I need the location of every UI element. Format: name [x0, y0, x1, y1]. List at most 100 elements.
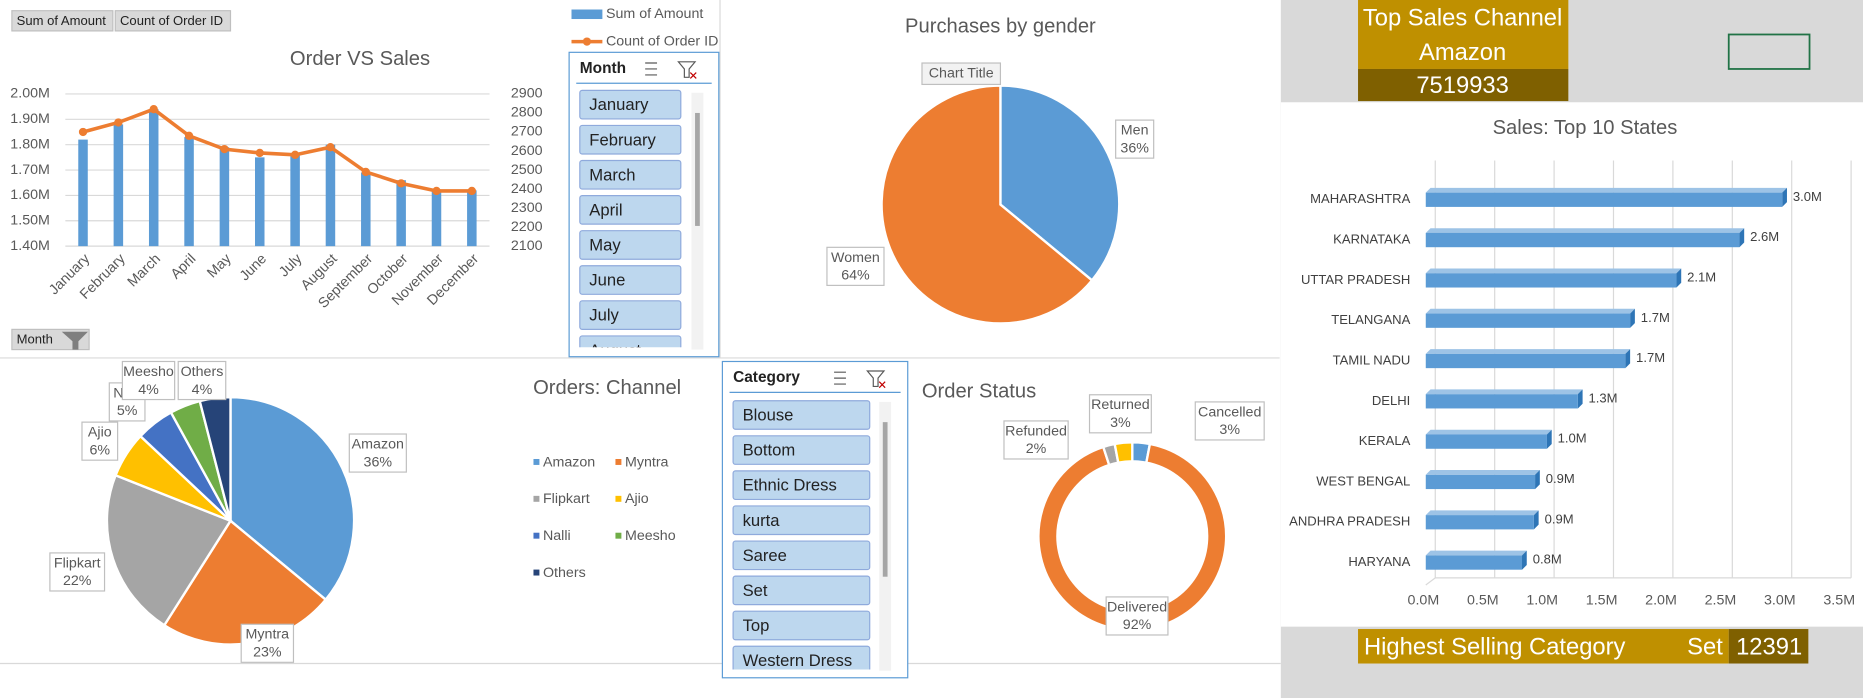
slicer-item[interactable]	[732, 505, 871, 536]
clear-filter-icon[interactable]	[866, 370, 886, 388]
bar	[113, 124, 124, 247]
slicer-item[interactable]	[579, 195, 682, 225]
kpi-box	[1728, 629, 1809, 664]
data-label: 2.6M	[1750, 229, 1779, 244]
clear-filter-x	[689, 72, 697, 79]
data-label-value: 36%	[1120, 140, 1149, 156]
chart-title: Sales: Top 10 States	[1493, 117, 1678, 139]
bar-top	[1425, 268, 1682, 274]
bar	[1425, 192, 1783, 207]
bar-side	[1522, 550, 1527, 570]
line-point	[361, 167, 370, 177]
slicer-item-label: July	[589, 306, 619, 325]
y-tick-label: ANDHRA PRADESH	[1289, 514, 1410, 529]
legend-label: Ajio	[625, 491, 649, 507]
y2-tick-label: 2900	[511, 86, 543, 102]
data-label: 1.7M	[1636, 350, 1665, 365]
y2-tick-label: 2700	[511, 124, 543, 140]
y-tick-label: TELANGANA	[1331, 312, 1410, 327]
pivot-button[interactable]	[11, 10, 114, 32]
data-label-box	[177, 360, 227, 401]
bar	[361, 172, 371, 247]
slicer-item[interactable]	[732, 610, 871, 641]
kpi-box	[1358, 629, 1729, 664]
y2-tick-label: 2600	[511, 143, 543, 159]
clear-filter-icon[interactable]	[677, 61, 697, 78]
bar-top	[1425, 470, 1540, 475]
bar	[396, 180, 406, 247]
bar	[1425, 515, 1534, 530]
x-tick-label: 0.0M	[1408, 592, 1440, 608]
bar-top	[1425, 308, 1635, 314]
line-point	[290, 150, 300, 159]
data-label-box	[81, 421, 119, 461]
data-label-box	[348, 433, 407, 473]
data-label-name: Myntra	[246, 627, 290, 643]
data-label-value: 3%	[1110, 415, 1131, 431]
slicer-item[interactable]	[579, 230, 682, 260]
data-label: 0.8M	[1533, 552, 1562, 567]
multi-select-icon[interactable]	[834, 371, 846, 385]
data-label-value: 6%	[90, 442, 111, 458]
slicer-item[interactable]	[579, 159, 682, 190]
slicer-item[interactable]	[732, 400, 871, 430]
slicer-item-label: January	[589, 95, 649, 114]
bar-top	[1425, 349, 1631, 354]
y2-tick-label: 2800	[511, 105, 543, 121]
slicer-item-label: Bottom	[743, 441, 796, 460]
multi-select-icon[interactable]	[645, 62, 658, 76]
slicer-item-label: Western Dress	[743, 651, 853, 670]
slicer-item[interactable]	[732, 435, 871, 465]
data-label-value: 64%	[841, 268, 870, 284]
legend-swatch	[615, 532, 622, 539]
chart-title: Order VS Sales	[290, 48, 430, 70]
slicer-item[interactable]	[732, 470, 871, 501]
legend-swatch	[533, 532, 540, 539]
slicer-item[interactable]	[579, 300, 682, 330]
slicer-item[interactable]	[732, 645, 871, 675]
selected-cell[interactable]	[1727, 33, 1811, 70]
slicer-item[interactable]	[579, 124, 682, 155]
bar-side	[1630, 308, 1635, 328]
data-label-value: 4%	[192, 382, 213, 398]
slicer-item-label: May	[589, 236, 621, 255]
scrollbar-thumb[interactable]	[695, 112, 700, 226]
line-point	[220, 144, 229, 154]
slicer-item-label: June	[589, 271, 625, 290]
pivot-button-label: Month	[17, 332, 53, 347]
slicer-item[interactable]	[579, 89, 682, 120]
x-tick-label: 2.0M	[1645, 592, 1677, 608]
slicer-item[interactable]	[732, 575, 871, 606]
bar	[467, 190, 477, 247]
bar-side	[1782, 187, 1787, 207]
filter-icon	[61, 331, 88, 350]
slice	[1113, 441, 1134, 465]
data-label-box	[49, 552, 106, 592]
data-label-name: Delivered	[1107, 599, 1167, 615]
slicer-item[interactable]	[732, 540, 871, 571]
legend-label: Nalli	[543, 528, 571, 544]
bar	[219, 147, 230, 247]
slicer-item[interactable]	[579, 265, 682, 295]
scrollbar-thumb[interactable]	[882, 422, 888, 577]
slice	[999, 84, 1121, 282]
slicer-item-label: Set	[743, 581, 768, 600]
pivot-button[interactable]	[114, 10, 232, 32]
line-point	[432, 186, 441, 196]
data-label-value: 3%	[1219, 422, 1240, 438]
slicer-item[interactable]	[579, 335, 682, 365]
legend-swatch	[582, 37, 592, 46]
kpi-label: Highest Selling Category	[1364, 633, 1626, 660]
bar	[148, 109, 159, 247]
legend-swatch	[571, 9, 603, 20]
y-tick-label: WEST BENGAL	[1316, 473, 1410, 488]
line	[82, 107, 472, 193]
slicer-item-label: August	[589, 341, 641, 360]
legend-swatch	[533, 458, 540, 465]
data-label-value: 5%	[117, 403, 138, 419]
data-label: 1.3M	[1589, 390, 1618, 405]
y-tick-label: KERALA	[1359, 433, 1411, 448]
data-label-value: 4%	[138, 382, 159, 398]
bar-side	[1739, 228, 1745, 248]
y-tick-label: 1.40M	[10, 238, 50, 254]
